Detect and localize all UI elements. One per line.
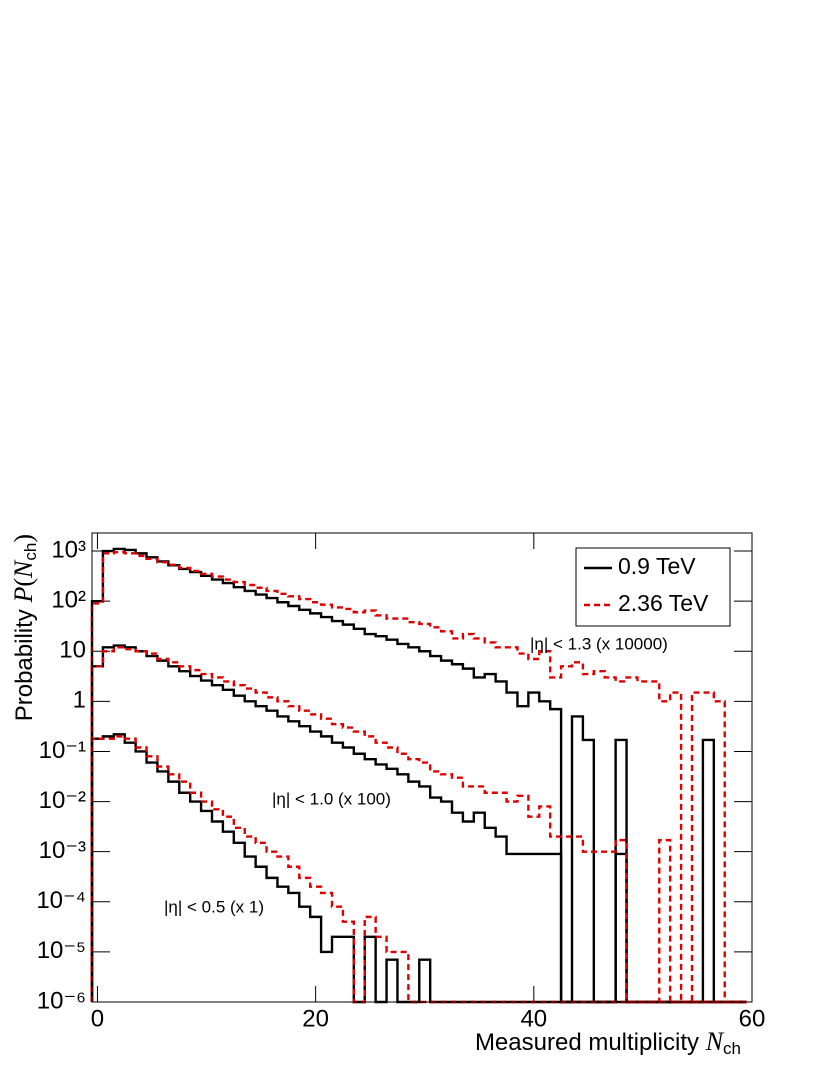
x-label-sub: ch <box>723 1039 741 1058</box>
annotation: |η| < 1.3 (x 10000) <box>530 634 668 653</box>
y-label-var: N <box>9 559 38 579</box>
x-tick-label: 60 <box>739 1005 766 1032</box>
x-axis-label: Measured multiplicity Nch <box>475 1027 741 1059</box>
y-label-var: P <box>9 587 38 604</box>
legend-label: 0.9 TeV <box>618 553 696 579</box>
y-tick-label: 10⁻² <box>39 787 86 814</box>
x-tick-label: 20 <box>302 1005 329 1032</box>
histogram-line <box>90 735 747 1004</box>
y-label-paren: ( <box>9 578 38 587</box>
y-tick-label: 10² <box>51 586 86 613</box>
y-label-paren: ) <box>9 534 38 543</box>
y-tick-label: 10⁻¹ <box>39 737 86 764</box>
y-tick-label: 1 <box>73 687 86 714</box>
y-tick-label: 10³ <box>51 536 86 563</box>
histogram-line <box>90 644 747 1004</box>
y-tick-label: 10⁻⁴ <box>36 887 86 914</box>
y-tick-label: 10 <box>59 637 86 664</box>
x-label-text: Measured multiplicity <box>475 1029 706 1056</box>
histogram-line <box>90 733 747 1004</box>
legend-label: 2.36 TeV <box>618 590 709 616</box>
histogram-line <box>90 646 747 1004</box>
y-tick-label: 10⁻⁵ <box>37 937 86 964</box>
histogram-line <box>90 550 747 1004</box>
x-label-var: N <box>705 1027 725 1056</box>
x-tick-label: 40 <box>520 1005 547 1032</box>
y-label-text: Probability <box>11 603 38 722</box>
y-tick-label: 10⁻³ <box>39 837 86 864</box>
y-tick-label: 10⁻⁶ <box>37 987 86 1014</box>
x-tick-label: 0 <box>91 1005 104 1032</box>
y-label-sub: ch <box>21 543 40 561</box>
legend-box <box>575 547 731 627</box>
y-axis-label: Probability P(Nch) <box>9 534 41 721</box>
plot-frame <box>91 532 753 1003</box>
annotation: |η| < 1.0 (x 100) <box>272 789 391 808</box>
histogram-line <box>90 547 747 1004</box>
annotation: |η| < 0.5 (x 1) <box>164 897 264 916</box>
